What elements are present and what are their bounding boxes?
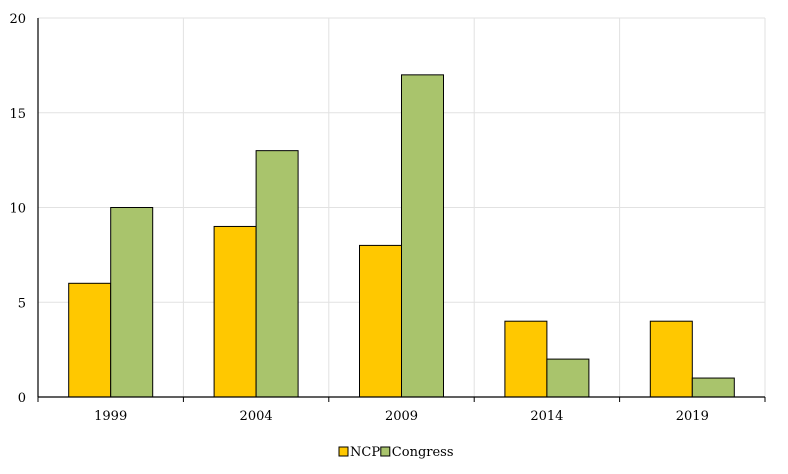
legend-label: Congress xyxy=(392,445,454,460)
bar-ncp-1999 xyxy=(68,282,112,398)
legend-swatch-congress xyxy=(380,446,391,457)
x-tick-label: 2014 xyxy=(530,409,563,424)
y-tick-label: 10 xyxy=(9,202,26,217)
y-tick-label: 0 xyxy=(18,391,26,406)
bar-ncp-2004 xyxy=(213,225,257,398)
bar-congress-1999 xyxy=(110,207,154,398)
x-tick-label: 2004 xyxy=(240,409,273,424)
bar-congress-2004 xyxy=(255,150,299,398)
bar-congress-2009 xyxy=(401,74,444,398)
x-tick-label: 2009 xyxy=(385,409,418,424)
y-tick-label: 20 xyxy=(9,12,26,27)
x-tick-labels: 1999 2004 2009 2014 2019 xyxy=(94,409,709,424)
legend: NCP Congress xyxy=(338,445,454,460)
bar-congress-2019 xyxy=(691,377,735,398)
bars xyxy=(68,74,735,398)
legend-swatch-ncp xyxy=(338,446,349,457)
y-tick-labels: 0 5 10 15 20 xyxy=(9,12,26,406)
y-tick-label: 5 xyxy=(18,296,26,311)
bar-ncp-2019 xyxy=(649,320,693,398)
bar-ncp-2009 xyxy=(359,244,402,398)
x-tick-label: 1999 xyxy=(94,409,127,424)
bar-congress-2014 xyxy=(546,358,590,398)
axes xyxy=(37,18,766,402)
y-tick-label: 15 xyxy=(9,107,26,122)
x-tick-label: 2019 xyxy=(676,409,709,424)
legend-label: NCP xyxy=(350,445,380,460)
bar-ncp-2014 xyxy=(504,320,548,398)
